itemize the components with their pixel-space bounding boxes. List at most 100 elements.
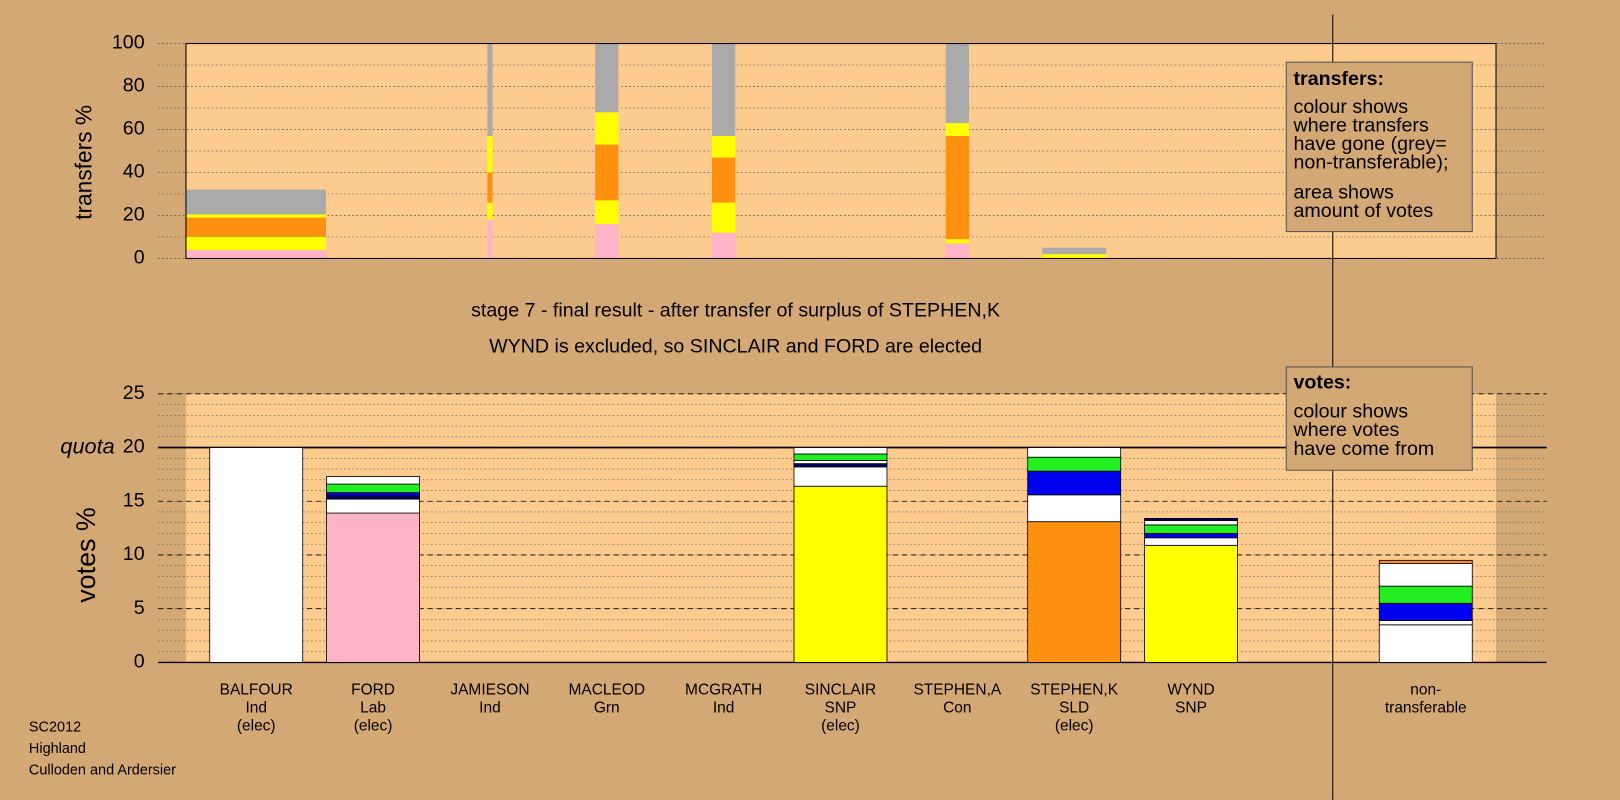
x-tick-label: Lab [360, 699, 386, 716]
x-tick-label: Ind [713, 699, 735, 716]
x-tick-label: SINCLAIR [805, 681, 876, 698]
stage-text: stage 7 - final result - after transfer … [471, 299, 1000, 321]
y-tick-label: 15 [123, 489, 145, 511]
bar-segment [595, 224, 619, 259]
x-tick-label: Ind [245, 699, 267, 716]
bar-segment [712, 157, 736, 203]
bar-segment [793, 447, 888, 455]
bar-segment [487, 219, 493, 259]
bar-segment [793, 453, 888, 461]
x-tick-label: transferable [1385, 699, 1467, 716]
bar-segment [186, 249, 326, 259]
footer-text: Culloden and Ardersier [29, 763, 176, 779]
bar-segment [487, 172, 493, 203]
y-tick-label: 0 [134, 247, 145, 269]
x-tick-label: STEPHEN,A [913, 681, 1001, 698]
x-tick-label: (elec) [237, 718, 276, 735]
bar-segment [595, 112, 619, 145]
bar-segment [1378, 563, 1473, 587]
bar-segment [1042, 254, 1107, 259]
y-tick-label: 20 [123, 204, 145, 226]
bar-segment [1042, 247, 1107, 255]
bar-segment [487, 43, 493, 136]
bar-segment [1027, 521, 1122, 663]
bar-segment [1027, 494, 1122, 523]
bar-segment [945, 239, 969, 244]
y-axis-label: transfers % [71, 105, 97, 220]
legend-text: where transfers [1293, 114, 1429, 136]
footer-text: SC2012 [29, 719, 81, 735]
bar-segment [793, 463, 888, 468]
y-axis-label: votes % [71, 507, 101, 603]
bar-segment [209, 447, 304, 663]
legend-box [1285, 61, 1473, 233]
bar-segment [1378, 602, 1473, 621]
x-tick-label: MACLEOD [568, 681, 645, 698]
y-tick-label: 80 [123, 75, 145, 97]
x-tick-label: (elec) [821, 718, 860, 735]
y-tick-label: 100 [112, 32, 145, 54]
x-tick-label: non- [1410, 681, 1441, 698]
bar-segment [186, 217, 326, 237]
bar-segment [712, 202, 736, 233]
bar-segment [945, 135, 969, 240]
x-tick-label: SNP [1175, 699, 1207, 716]
bar-segment [793, 466, 888, 487]
bar-segment [1027, 456, 1122, 472]
stage-text: WYND is excluded, so SINCLAIR and FORD a… [489, 335, 982, 357]
bar-segment [712, 232, 736, 259]
bar-segment [326, 483, 420, 494]
bar-segment [595, 200, 619, 225]
legend-text: colour shows [1294, 401, 1409, 423]
x-tick-label: SLD [1059, 699, 1089, 716]
bar-segment [1144, 520, 1238, 526]
bar-segment [487, 202, 493, 220]
bar-segment [793, 485, 888, 663]
transfers-frame [185, 43, 1497, 259]
bar-segment [186, 189, 326, 215]
bar-segment [1144, 533, 1238, 539]
bar-segment [326, 476, 420, 485]
bar-segment [945, 43, 969, 124]
x-tick-label: Ind [479, 699, 501, 716]
bar-segment [326, 498, 420, 514]
x-tick-label: (elec) [1055, 718, 1094, 735]
x-tick-label: BALFOUR [220, 681, 293, 698]
legend-title: votes: [1294, 372, 1352, 394]
bar-segment [712, 43, 736, 136]
x-tick-label: MCGRATH [685, 681, 762, 698]
bar-segment [595, 43, 619, 113]
x-tick-label: FORD [351, 681, 395, 698]
bar-segment [487, 135, 493, 173]
y-tick-label: 60 [123, 118, 145, 140]
bar-segment [1144, 537, 1238, 546]
y-tick-label: 0 [134, 651, 145, 673]
bar-segment [326, 512, 420, 663]
bar-segment [1144, 544, 1238, 663]
bar-segment [1378, 624, 1473, 663]
bar-segment [793, 460, 888, 465]
bar-segment [712, 135, 736, 158]
legend-text: have come from [1294, 438, 1435, 460]
footer-text: Highland [29, 741, 86, 757]
x-tick-label: SNP [825, 699, 857, 716]
x-tick-label: (elec) [354, 718, 393, 735]
bar-segment [186, 236, 326, 250]
legend-title: transfers: [1294, 68, 1385, 90]
bar-segment [186, 214, 326, 218]
bar-segment [1027, 447, 1122, 458]
y-tick-label: 10 [123, 543, 145, 565]
bar-segment [1378, 559, 1473, 564]
x-tick-label: Con [943, 699, 971, 716]
bar-segment [1144, 518, 1238, 522]
quota-label: quota [60, 433, 114, 458]
legend-box [1285, 366, 1473, 471]
bar-segment [945, 243, 969, 259]
x-tick-label: JAMIESON [450, 681, 529, 698]
x-tick-label: WYND [1167, 681, 1214, 698]
x-tick-label: STEPHEN,K [1030, 681, 1118, 698]
bar-segment [1027, 470, 1122, 496]
bar-segment [945, 123, 969, 136]
y-tick-label: 20 [123, 436, 145, 458]
